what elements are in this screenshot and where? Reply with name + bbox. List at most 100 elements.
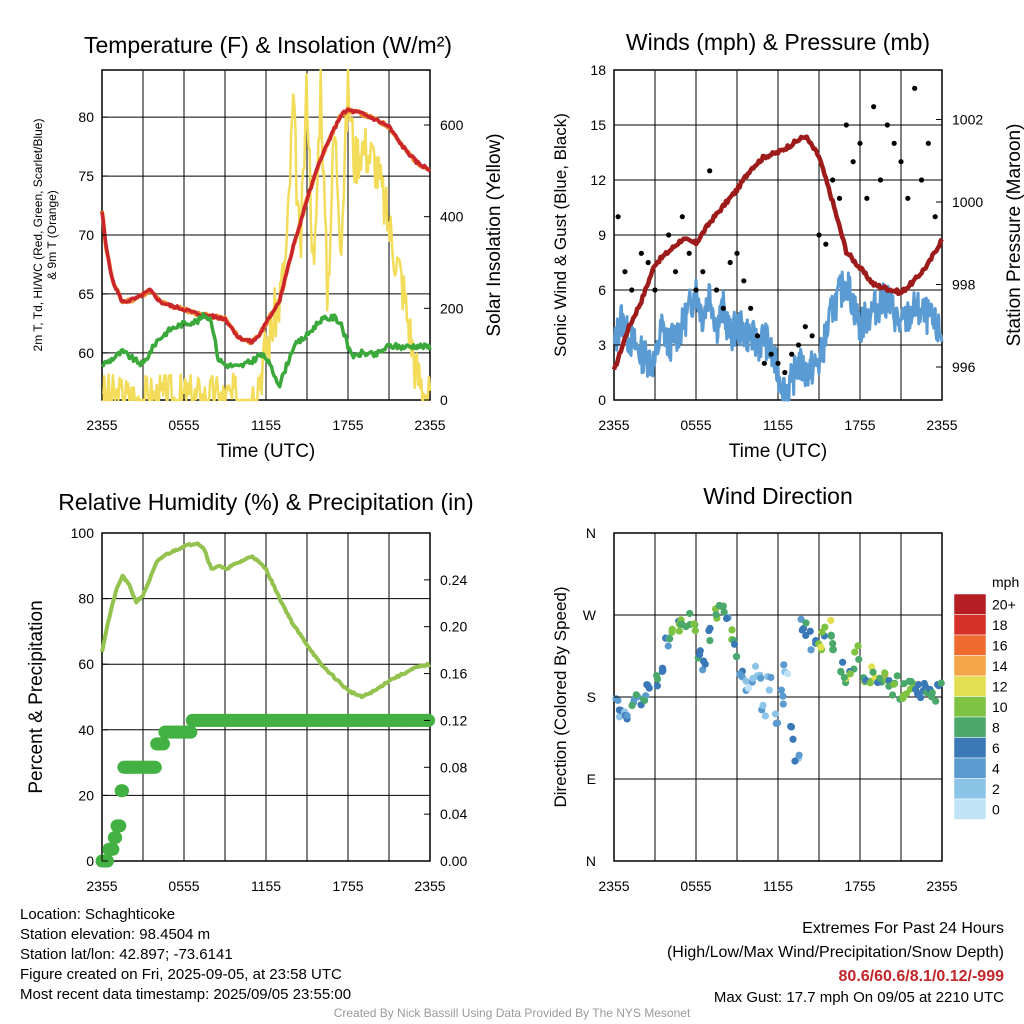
gust-point xyxy=(686,250,692,256)
direction-point xyxy=(787,722,795,731)
colorbar-swatch xyxy=(953,614,987,636)
gust-point xyxy=(918,177,925,183)
left-tick-label: 100 xyxy=(71,525,95,541)
left-tick-label: 60 xyxy=(78,345,94,361)
x-tick-label: 1155 xyxy=(763,878,793,894)
gust-point xyxy=(652,287,658,293)
gust-point xyxy=(741,278,747,284)
gust-point xyxy=(679,214,685,220)
dir-series xyxy=(612,601,945,765)
direction-point xyxy=(696,647,704,655)
direction-point xyxy=(614,696,622,705)
direction-point xyxy=(806,627,814,635)
temp-right-ticks: 0 200 400 600 xyxy=(424,117,464,408)
colorbar-label: 20+ xyxy=(992,596,1016,612)
gust-point xyxy=(720,305,726,311)
gust-point xyxy=(891,140,897,146)
direction-point xyxy=(615,713,624,721)
direction-point xyxy=(854,642,862,650)
direction-point xyxy=(706,636,714,645)
left-tick-label: N xyxy=(586,525,596,541)
direction-point xyxy=(666,635,674,643)
credit-text: Created By Nick Bassill Using Data Provi… xyxy=(333,1006,691,1020)
direction-point xyxy=(701,660,709,668)
direction-point xyxy=(885,676,893,685)
direction-point xyxy=(699,666,707,674)
direction-point xyxy=(744,684,753,692)
gust-point xyxy=(884,122,890,128)
2m-temp-line xyxy=(100,107,432,345)
precip-point xyxy=(106,842,120,856)
gust-point xyxy=(645,259,651,266)
direction-point xyxy=(907,677,915,686)
direction-point xyxy=(757,674,765,682)
wind-grid xyxy=(614,70,942,400)
direction-point xyxy=(839,658,847,666)
wind-left-ticks: 0 3 6 9 12 15 18 xyxy=(590,62,620,408)
gust-point xyxy=(700,269,706,275)
temp-xlabel: Time (UTC) xyxy=(217,441,316,462)
temp-ylabel-right: Solar Insolation (Yellow) xyxy=(484,133,505,336)
direction-point xyxy=(795,751,803,759)
right-tick-label: 600 xyxy=(440,117,464,133)
direction-point xyxy=(628,701,636,710)
dewpoint-line xyxy=(100,311,432,389)
colorbar-label: 8 xyxy=(992,719,1000,735)
direction-point xyxy=(791,757,799,765)
gust-point xyxy=(864,195,870,201)
gust-point xyxy=(898,159,904,165)
wind-xlabel: Time (UTC) xyxy=(729,441,828,462)
direction-point xyxy=(890,680,898,688)
gust-point xyxy=(925,140,931,146)
direction-point xyxy=(797,615,805,623)
direction-point xyxy=(866,679,874,687)
extremes-title: Extremes For Past 24 Hours xyxy=(802,920,1004,937)
direction-point xyxy=(829,640,837,648)
direction-point xyxy=(686,609,694,618)
direction-point xyxy=(742,677,750,685)
direction-point xyxy=(817,643,825,651)
gust-point xyxy=(830,177,836,183)
direction-point xyxy=(837,668,845,676)
gust-point xyxy=(629,287,635,293)
left-tick-label: 15 xyxy=(590,117,606,133)
temp-left-ticks: 60 65 70 75 80 xyxy=(78,109,108,361)
rh-ylabel-left: Percent & Precipitation xyxy=(26,600,47,793)
gust-point xyxy=(836,195,843,201)
colorbar-label: 14 xyxy=(992,658,1008,674)
left-tick-label: S xyxy=(587,689,596,705)
precip-point xyxy=(184,725,198,739)
colorbar-swatch xyxy=(953,675,987,697)
gust-point xyxy=(905,195,911,201)
dir-x-ticks: 2355 0555 1155 1755 2355 xyxy=(598,855,958,894)
direction-point xyxy=(789,735,797,743)
direction-point xyxy=(827,631,835,639)
direction-point xyxy=(780,661,788,669)
x-tick-label: 2355 xyxy=(598,878,629,894)
x-tick-label: 2355 xyxy=(598,417,629,433)
recent-text: Most recent data timestamp: 2025/09/05 2… xyxy=(20,986,352,1003)
pressure-line xyxy=(611,134,944,371)
x-tick-label: 0555 xyxy=(168,417,199,433)
temp-ylabel-left-2: & 9m T (Orange) xyxy=(45,190,59,280)
left-tick-label: W xyxy=(583,607,597,623)
direction-point xyxy=(807,646,815,654)
left-tick-label: 12 xyxy=(590,172,606,188)
x-tick-label: 1155 xyxy=(251,878,281,894)
gust-point xyxy=(727,259,733,266)
right-tick-label: 400 xyxy=(440,209,464,225)
gust-point xyxy=(857,140,863,146)
temperature-panel: Temperature (F) & Insolation (W/m²) 60 65… xyxy=(31,32,505,462)
direction-point xyxy=(691,627,699,635)
wind-x-ticks: 2355 0555 1155 1755 2355 xyxy=(598,394,958,433)
direction-point xyxy=(777,686,785,694)
temp-x-ticks: 2355 0555 1155 1755 2355 xyxy=(86,394,446,433)
gust-point xyxy=(932,214,938,220)
direction-point xyxy=(632,691,640,699)
precip-point xyxy=(157,737,170,751)
x-tick-label: 1155 xyxy=(251,417,281,433)
x-tick-label: 2355 xyxy=(414,878,445,894)
colorbar-label: 12 xyxy=(992,678,1008,694)
gust-point xyxy=(672,269,679,275)
gust-point xyxy=(754,333,761,339)
